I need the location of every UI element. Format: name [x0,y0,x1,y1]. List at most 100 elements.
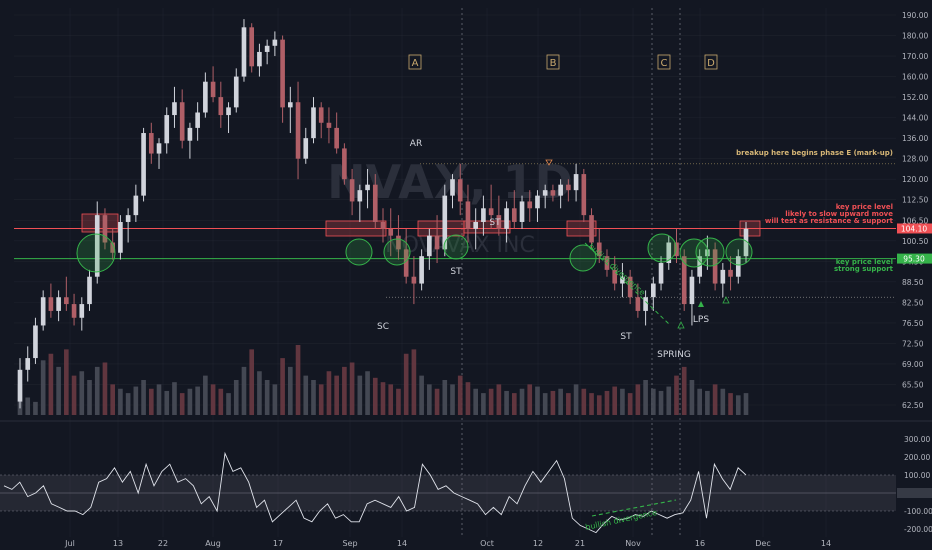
date-label: Dec [755,539,770,548]
candle-body [535,195,540,209]
volume-bar [396,388,401,415]
price-tag-label: 95.30 [903,255,925,264]
osc-tick-label: 300.00 [904,435,930,444]
volume-bar [264,380,270,415]
price-tick-label: 180.00 [902,32,928,41]
resistance-note: likely to slow upward move [785,210,893,218]
price-tag [897,253,932,264]
wyckoff-label: SC [377,322,389,332]
candle-body [365,184,370,191]
volume-bar [203,375,208,415]
volume-bar [141,380,146,415]
candle-body [372,184,378,222]
candle-body [589,215,594,243]
volume-bar [272,384,278,415]
volume-bar [681,366,687,415]
support-note: key price level [836,258,893,266]
volume-bar [102,362,108,415]
wyckoff-label: ST [620,332,632,342]
osc-divergence-label: bullish divergence [585,508,658,532]
volume-bar [573,384,579,415]
wyckoff-label: AR [410,139,422,149]
candle-body [743,228,749,257]
support-note: strong support [834,265,894,273]
volume-bar [249,349,255,415]
volume-bar [349,362,355,415]
volume-bar [326,371,332,415]
candle-body [195,112,200,128]
candle-body [581,174,587,216]
volume-bar [40,360,46,415]
price-tick-label: 65.50 [902,380,924,389]
support-circle [76,233,116,273]
candle-body [488,208,494,216]
candle-body [233,76,239,108]
volume-bar [627,393,633,415]
support-circle [443,234,469,260]
volume-bar [303,375,309,415]
candle-body [295,102,301,159]
price-tick-label: 82.50 [902,298,924,307]
support-circle [695,237,725,267]
candle-body [264,45,270,52]
candle-body [396,235,401,250]
candle-body [612,269,618,284]
candlesticks [17,19,749,409]
date-label: 16 [695,539,705,548]
support-circle [569,244,597,272]
volume-bar [612,386,618,415]
candle-body [94,215,100,277]
price-tick-label: 76.50 [902,319,924,328]
price-axis[interactable]: 190.00 180.00 170.00 160.00 152.00 144.00 136.… [897,11,932,534]
candle-body [118,221,123,253]
date-label: Jul [64,539,75,548]
candle-body [303,138,309,159]
candle-body [558,184,563,196]
volume-bar [720,388,726,415]
price-tick-label: 136.00 [902,134,928,143]
volume-bar [581,388,587,415]
volume-bar [79,371,85,415]
candle-body [187,127,193,141]
volume-bar [403,353,409,415]
volume-bar [25,397,31,415]
up-arrow-marker [677,321,685,329]
time-axis[interactable]: Jul 13 22 Aug 17 Sep 14 Oct 12 21 Nov 16 Dec 14 [64,539,831,548]
price-tick-label: 152.00 [902,93,928,102]
price-tag [897,223,932,234]
phase-letter: D [707,58,715,69]
candle-body [125,215,131,222]
candle-body [527,201,533,209]
phase-letter: B [550,58,557,69]
candle-body [728,269,733,277]
date-label: Aug [205,539,221,548]
candle-body [272,39,278,46]
candle-body [643,297,648,311]
volume-bar [450,384,455,415]
candle-body [148,133,154,154]
resistance-box [463,220,511,234]
candle-body [666,242,672,264]
annotations: A B C D AR ST ST SC ST SPRING LPS bullish divergenc… [76,54,894,360]
candle-body [179,102,185,141]
volume-bar [550,390,556,415]
osc-tick-label: -100.00 [904,507,932,516]
volume-bar [666,386,672,415]
volume-bar [473,388,478,415]
candle-body [79,304,85,318]
candle-body [71,304,77,318]
volume-bar [280,358,285,415]
candle-body [573,174,579,191]
candle-body [141,133,146,196]
candle-body [64,297,69,305]
candle-body [550,190,556,196]
candle-body [311,107,316,139]
volume-bar [620,388,625,415]
candle-body [156,143,162,154]
phase-letter: C [661,58,668,69]
volume-bar [48,353,54,415]
volume-bar [658,390,664,415]
volume-bar [71,375,77,415]
candle-body [442,195,448,250]
